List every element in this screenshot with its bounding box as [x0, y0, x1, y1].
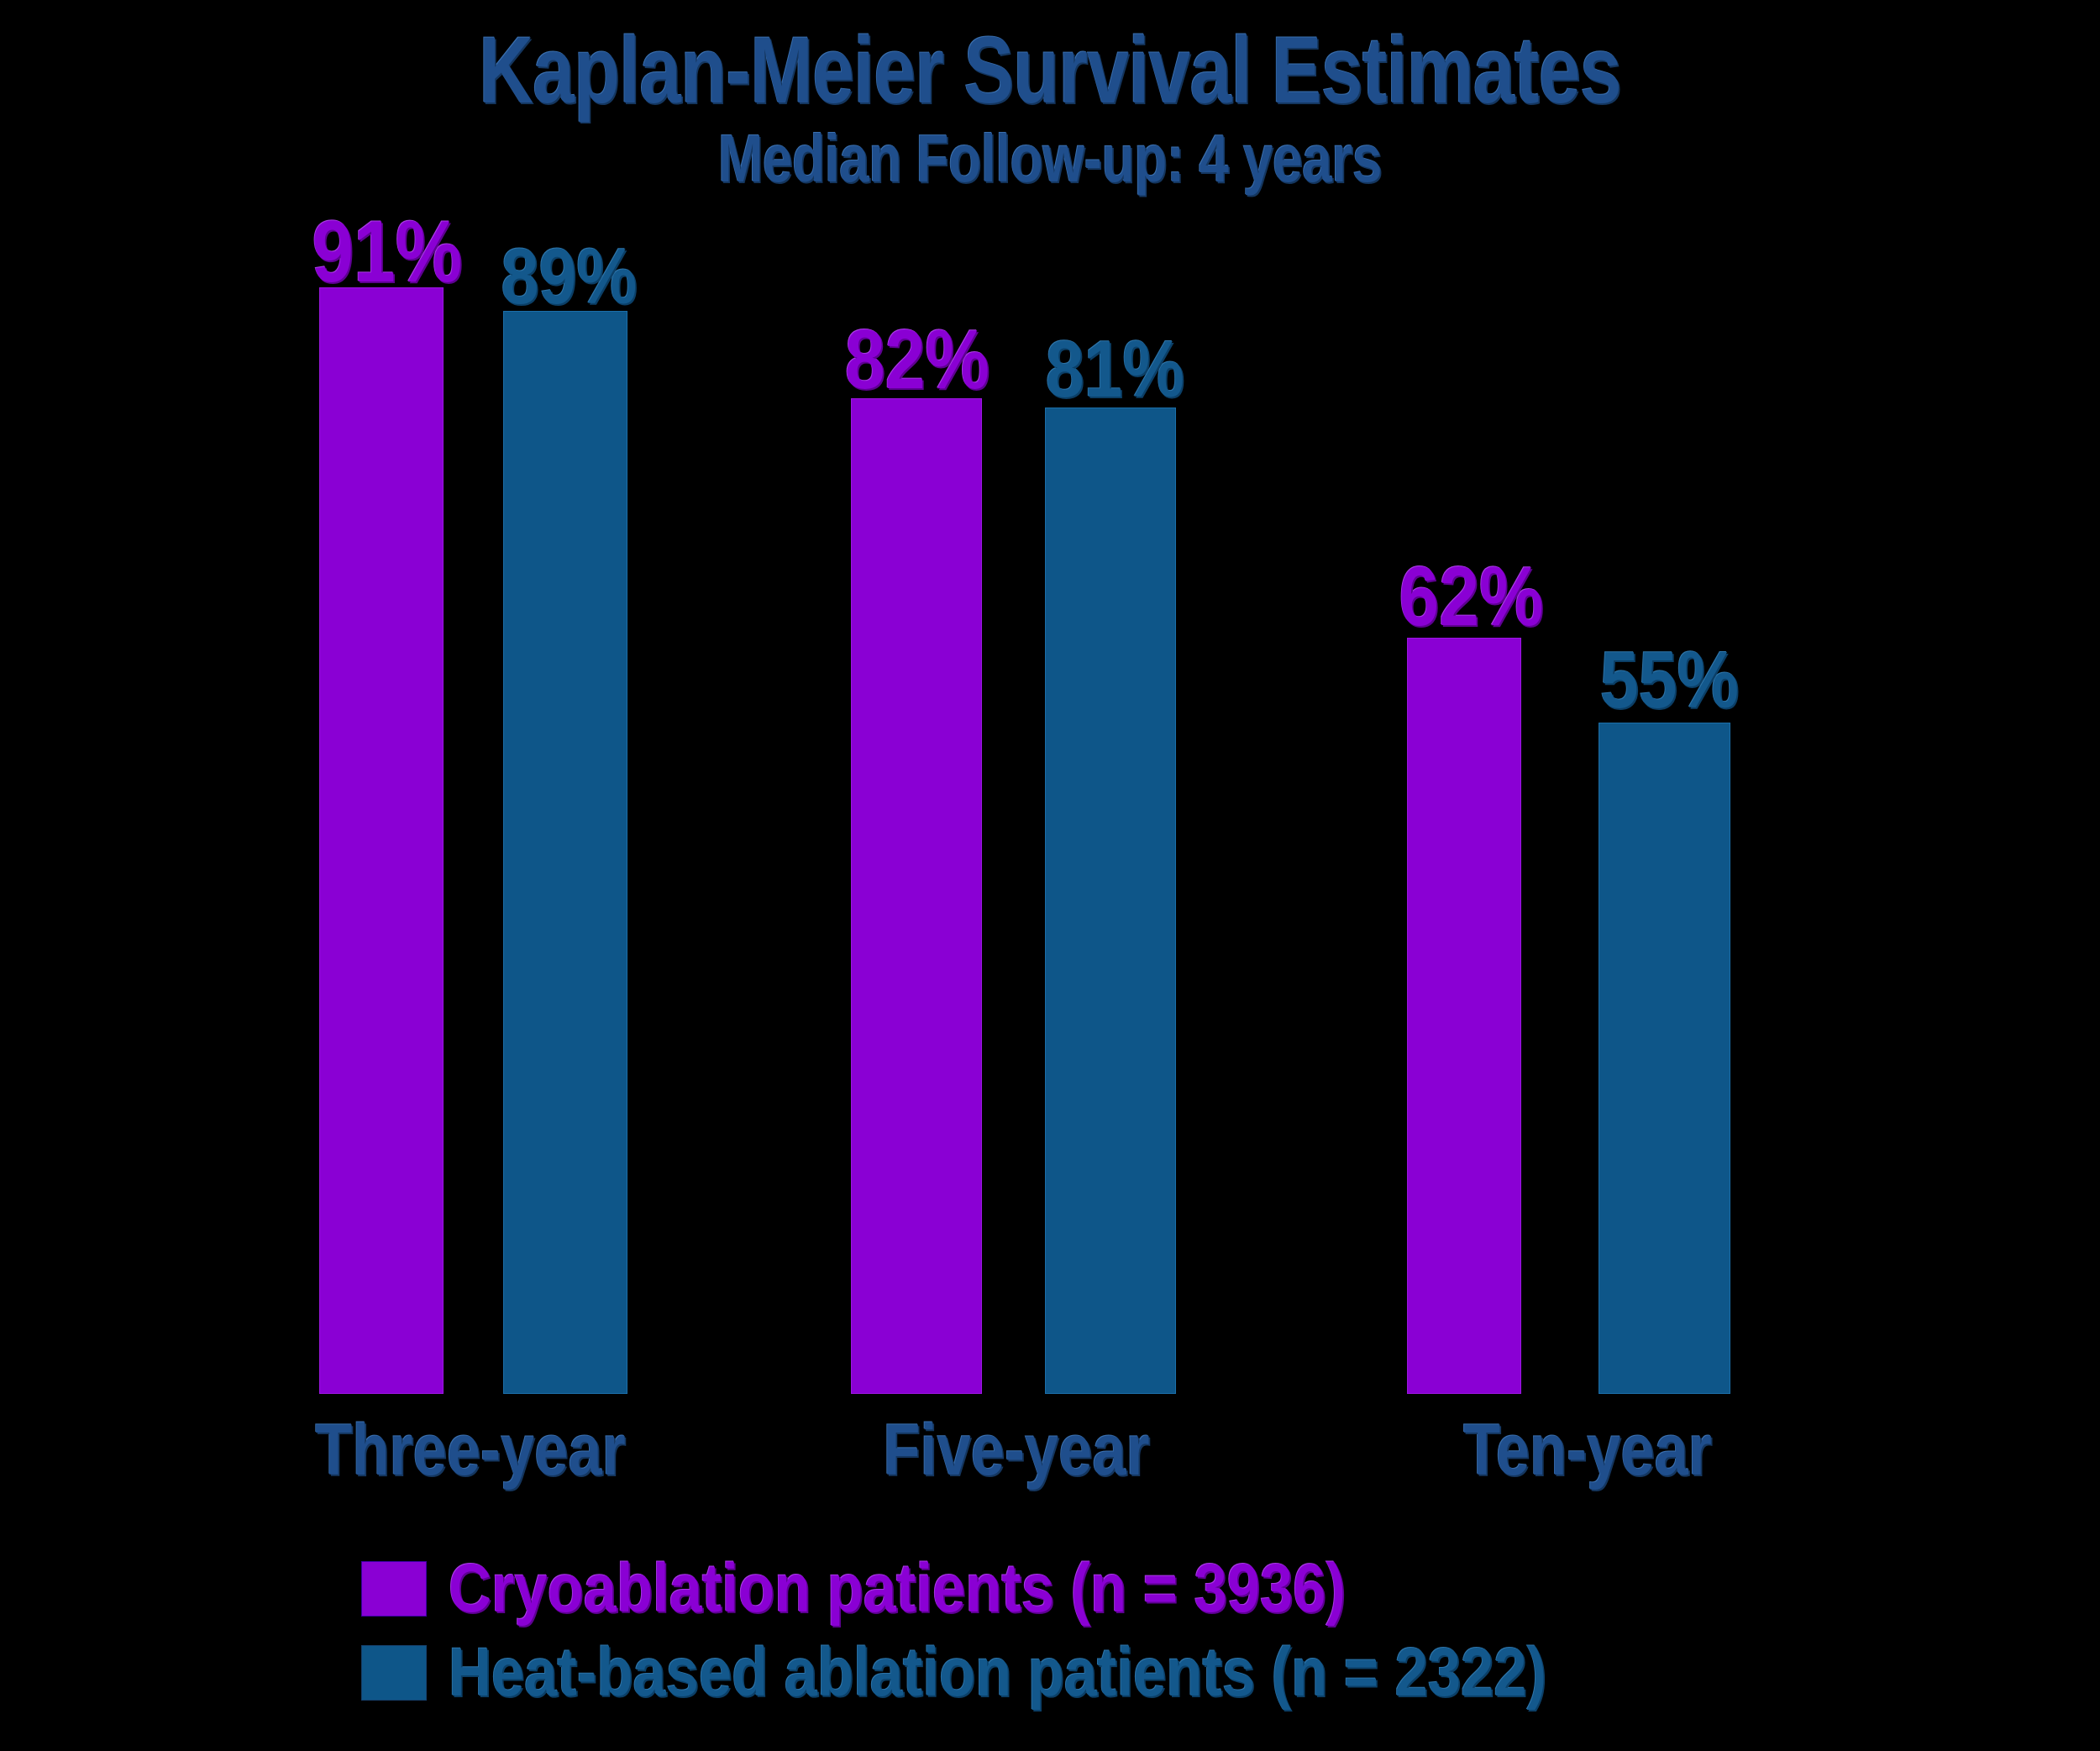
chart-title: Kaplan-Meier Survival Estimates	[479, 18, 1621, 123]
legend-swatch-cryoablation	[361, 1561, 427, 1617]
chart-legend: Cryoablation patients (n = 3936) Heat-ba…	[361, 1553, 1957, 1721]
legend-label-heat-based: Heat-based ablation patients (n = 2322)	[449, 1634, 1546, 1711]
chart-subtitle: Median Follow-up: 4 years	[717, 121, 1383, 196]
bar-three-year-heat-based[interactable]	[503, 311, 627, 1394]
category-label-three-year: Three-year	[315, 1410, 626, 1491]
bar-three-year-cryoablation[interactable]	[319, 287, 444, 1394]
data-label-ten-year-cryoablation: 62%	[1399, 549, 1544, 644]
category-label-five-year: Five-year	[883, 1410, 1150, 1491]
data-label-three-year-cryoablation: 91%	[312, 203, 463, 301]
data-label-ten-year-heat-based: 55%	[1599, 635, 1739, 725]
plot-area: 91% 89% 82% 81% 62% 55%	[312, 203, 1739, 1394]
data-label-three-year-heat-based: 89%	[501, 232, 638, 320]
bar-ten-year-heat-based[interactable]	[1599, 723, 1730, 1394]
legend-item-cryoablation[interactable]: Cryoablation patients (n = 3936)	[361, 1553, 1957, 1625]
bar-ten-year-cryoablation[interactable]	[1407, 638, 1521, 1394]
bar-five-year-cryoablation[interactable]	[851, 398, 982, 1394]
chart-title-block: Kaplan-Meier Survival Estimates Median F…	[0, 24, 2100, 195]
legend-label-cryoablation: Cryoablation patients (n = 3936)	[449, 1550, 1346, 1627]
bar-five-year-heat-based[interactable]	[1045, 408, 1176, 1394]
category-label-ten-year: Ten-year	[1463, 1410, 1712, 1491]
data-label-five-year-cryoablation: 82%	[844, 313, 990, 407]
legend-item-heat-based[interactable]: Heat-based ablation patients (n = 2322)	[361, 1637, 1957, 1709]
data-label-five-year-heat-based: 81%	[1045, 324, 1184, 414]
legend-swatch-heat-based	[361, 1645, 427, 1701]
